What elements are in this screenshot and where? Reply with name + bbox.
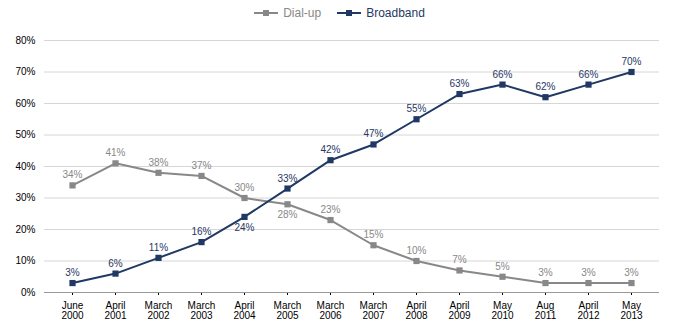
svg-text:33%: 33% [277,173,297,184]
svg-text:April2008: April2008 [405,300,428,321]
svg-text:41%: 41% [105,147,125,158]
svg-text:Aug2011: Aug2011 [535,300,557,321]
svg-text:10%: 10% [15,255,35,266]
svg-text:40%: 40% [15,161,35,172]
svg-text:10%: 10% [406,245,426,256]
svg-text:3%: 3% [624,267,639,278]
svg-text:24%: 24% [234,222,254,233]
svg-text:April2004: April2004 [233,300,256,321]
svg-text:50%: 50% [15,129,35,140]
svg-text:38%: 38% [148,157,168,168]
svg-text:70%: 70% [15,66,35,77]
svg-text:20%: 20% [15,224,35,235]
svg-text:28%: 28% [277,209,297,220]
html-text:Dial-up: Dial-up [283,6,322,20]
svg-text:34%: 34% [62,169,82,180]
svg-text:47%: 47% [363,128,383,139]
svg-text:0%: 0% [21,287,36,298]
svg-text:62%: 62% [535,81,555,92]
svg-text:60%: 60% [15,98,35,109]
svg-text:5%: 5% [495,261,510,272]
svg-text:42%: 42% [320,144,340,155]
svg-text:55%: 55% [406,103,426,114]
svg-text:May2010: May2010 [491,300,514,321]
html-text:Broadband: Broadband [366,6,425,20]
svg-text:April2009: April2009 [448,300,471,321]
svg-text:16%: 16% [191,226,211,237]
svg-text:66%: 66% [492,69,512,80]
svg-text:11%: 11% [149,242,168,253]
svg-text:30%: 30% [234,182,254,193]
svg-text:23%: 23% [320,204,340,215]
svg-text:March2003: March2003 [188,300,216,321]
svg-text:37%: 37% [191,160,211,171]
svg-text:June2000: June2000 [61,300,84,321]
svg-text:April2001: April2001 [104,300,127,321]
svg-text:70%: 70% [621,56,641,67]
svg-text:66%: 66% [578,69,598,80]
svg-text:March2006: March2006 [317,300,345,321]
svg-text:6%: 6% [108,258,123,269]
svg-text:15%: 15% [363,229,383,240]
svg-text:3%: 3% [538,267,553,278]
svg-text:80%: 80% [15,35,35,46]
svg-text:3%: 3% [581,267,596,278]
svg-text:March2007: March2007 [360,300,388,321]
svg-text:63%: 63% [449,78,469,89]
svg-text:March2002: March2002 [145,300,173,321]
svg-text:30%: 30% [15,192,35,203]
svg-text:April2012: April2012 [577,300,600,321]
svg-text:3%: 3% [65,267,80,278]
svg-text:7%: 7% [452,254,467,265]
svg-text:May2013: May2013 [620,300,643,321]
svg-text:March2005: March2005 [274,300,302,321]
